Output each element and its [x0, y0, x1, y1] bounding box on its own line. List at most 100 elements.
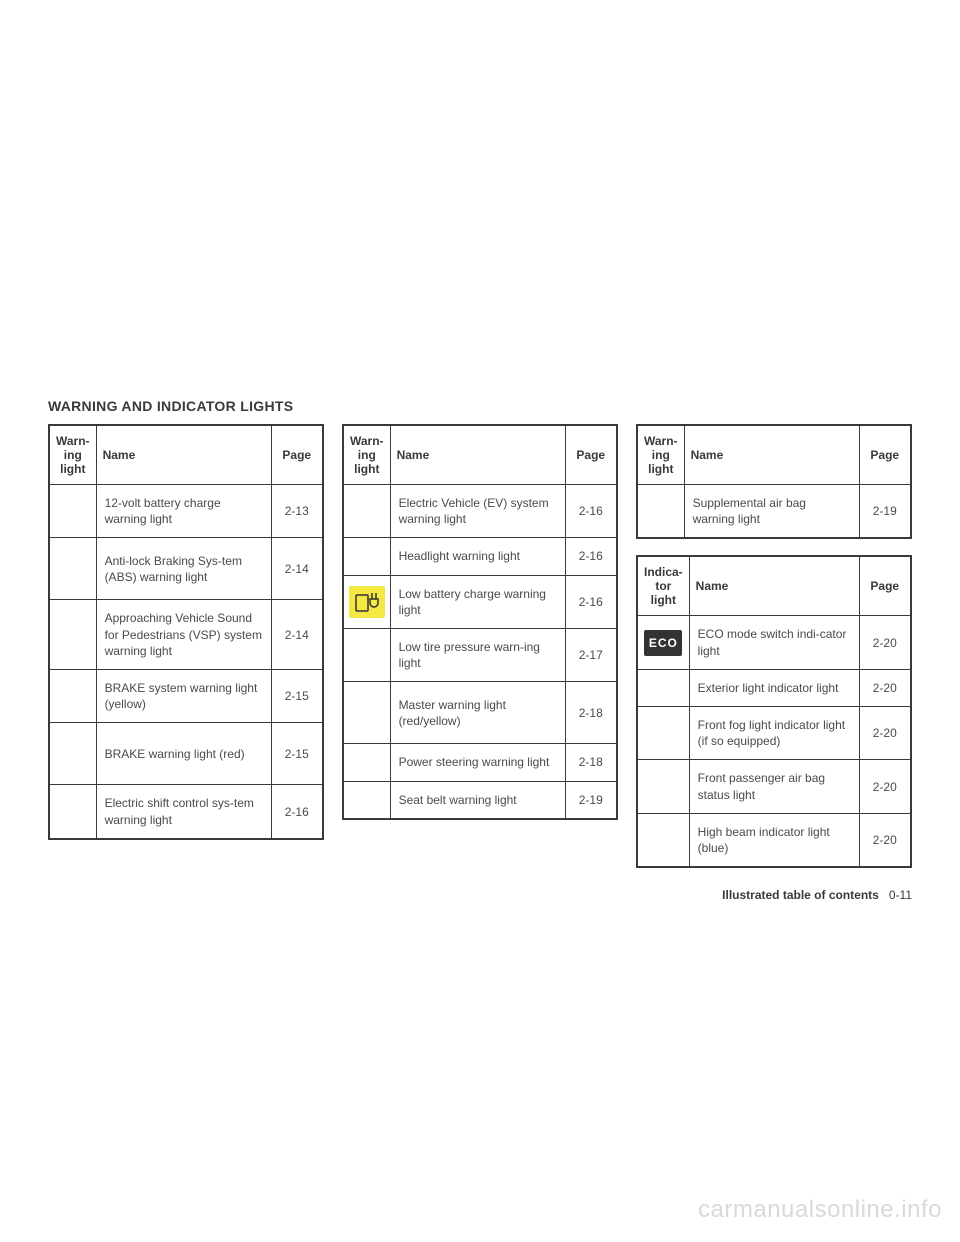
name-cell: Headlight warning light — [390, 538, 565, 575]
table-column-1: Warn- ing light Name Page 12-volt batter… — [48, 424, 324, 840]
page-cell: 2-17 — [565, 628, 617, 681]
header-page: Page — [271, 425, 323, 485]
icon-cell — [49, 669, 96, 722]
icon-cell — [49, 785, 96, 839]
page-cell: 2-18 — [565, 682, 617, 744]
table-header-row: Indica- tor light Name Page — [637, 556, 911, 616]
page-cell: 2-20 — [859, 813, 911, 867]
header-name: Name — [96, 425, 271, 485]
icon-cell — [637, 485, 684, 539]
page-cell: 2-20 — [859, 616, 911, 669]
name-cell: BRAKE warning light (red) — [96, 723, 271, 785]
table-row: Front passenger air bag status light 2-2… — [637, 760, 911, 813]
name-cell: Front passenger air bag status light — [689, 760, 859, 813]
table-row: Anti-lock Braking Sys-tem (ABS) warning … — [49, 538, 323, 600]
page-cell: 2-16 — [565, 538, 617, 575]
name-cell: Front fog light indicator light (if so e… — [689, 706, 859, 759]
indicator-table-4: Indica- tor light Name Page ECO ECO mode… — [636, 555, 912, 868]
icon-cell — [637, 813, 689, 867]
name-cell: 12-volt battery charge warning light — [96, 485, 271, 538]
page-cell: 2-18 — [565, 744, 617, 781]
table-row: 12-volt battery charge warning light 2-1… — [49, 485, 323, 538]
icon-cell: ECO — [637, 616, 689, 669]
table-header-row: Warn- ing light Name Page — [637, 425, 911, 485]
table-row: Seat belt warning light 2-19 — [343, 781, 617, 819]
table-row: Front fog light indicator light (if so e… — [637, 706, 911, 759]
icon-cell — [343, 628, 390, 681]
name-cell: Electric shift control sys-tem warning l… — [96, 785, 271, 839]
page-cell: 2-20 — [859, 760, 911, 813]
header-page: Page — [565, 425, 617, 485]
name-cell: Master warning light (red/yellow) — [390, 682, 565, 744]
header-light: Indica- tor light — [637, 556, 689, 616]
name-cell: ECO mode switch indi-cator light — [689, 616, 859, 669]
icon-cell — [343, 781, 390, 819]
table-row: Low battery charge warning light 2-16 — [343, 575, 617, 628]
warning-table-3: Warn- ing light Name Page Supplemental a… — [636, 424, 912, 539]
page-cell: 2-15 — [271, 723, 323, 785]
name-cell: Supplemental air bag warning light — [684, 485, 859, 539]
manual-page: WARNING AND INDICATOR LIGHTS Warn- ing l… — [0, 0, 960, 868]
header-name: Name — [390, 425, 565, 485]
icon-cell — [343, 538, 390, 575]
page-cell: 2-13 — [271, 485, 323, 538]
icon-cell — [49, 538, 96, 600]
header-page: Page — [859, 556, 911, 616]
table-row: BRAKE warning light (red) 2-15 — [49, 723, 323, 785]
name-cell: High beam indicator light (blue) — [689, 813, 859, 867]
table-row: ECO ECO mode switch indi-cator light 2-2… — [637, 616, 911, 669]
table-header-row: Warn- ing light Name Page — [49, 425, 323, 485]
name-cell: Low tire pressure warn-ing light — [390, 628, 565, 681]
header-name: Name — [684, 425, 859, 485]
icon-cell — [637, 760, 689, 813]
section-title: WARNING AND INDICATOR LIGHTS — [48, 398, 912, 414]
table-row: Low tire pressure warn-ing light 2-17 — [343, 628, 617, 681]
warning-table-1: Warn- ing light Name Page 12-volt batter… — [48, 424, 324, 840]
table-row: Exterior light indicator light 2-20 — [637, 669, 911, 706]
table-row: Electric Vehicle (EV) system warning lig… — [343, 485, 617, 538]
name-cell: Power steering warning light — [390, 744, 565, 781]
page-footer: Illustrated table of contents 0-11 — [722, 888, 912, 902]
name-cell: Electric Vehicle (EV) system warning lig… — [390, 485, 565, 538]
table-row: Supplemental air bag warning light 2-19 — [637, 485, 911, 539]
header-light: Warn- ing light — [49, 425, 96, 485]
icon-cell — [49, 600, 96, 670]
warning-table-2: Warn- ing light Name Page Electric Vehic… — [342, 424, 618, 820]
footer-page: 0-11 — [889, 888, 912, 902]
tables-container: Warn- ing light Name Page 12-volt batter… — [48, 424, 912, 868]
name-cell: BRAKE system warning light (yellow) — [96, 669, 271, 722]
icon-cell — [49, 723, 96, 785]
footer-label: Illustrated table of contents — [722, 888, 879, 902]
eco-icon: ECO — [644, 630, 682, 656]
header-page: Page — [859, 425, 911, 485]
page-cell: 2-16 — [565, 485, 617, 538]
page-cell: 2-20 — [859, 669, 911, 706]
table-row: BRAKE system warning light (yellow) 2-15 — [49, 669, 323, 722]
page-cell: 2-16 — [271, 785, 323, 839]
table-header-row: Warn- ing light Name Page — [343, 425, 617, 485]
name-cell: Low battery charge warning light — [390, 575, 565, 628]
name-cell: Seat belt warning light — [390, 781, 565, 819]
header-light: Warn- ing light — [343, 425, 390, 485]
icon-cell — [343, 682, 390, 744]
name-cell: Anti-lock Braking Sys-tem (ABS) warning … — [96, 538, 271, 600]
icon-cell — [343, 744, 390, 781]
table-column-3: Warn- ing light Name Page Supplemental a… — [636, 424, 912, 868]
table-row: High beam indicator light (blue) 2-20 — [637, 813, 911, 867]
icon-cell — [343, 575, 390, 628]
table-row: Headlight warning light 2-16 — [343, 538, 617, 575]
table-row: Approaching Vehicle Sound for Pedestrian… — [49, 600, 323, 670]
page-cell: 2-14 — [271, 600, 323, 670]
page-cell: 2-15 — [271, 669, 323, 722]
page-cell: 2-16 — [565, 575, 617, 628]
page-cell: 2-20 — [859, 706, 911, 759]
icon-cell — [637, 706, 689, 759]
table-row: Electric shift control sys-tem warning l… — [49, 785, 323, 839]
page-cell: 2-14 — [271, 538, 323, 600]
table-column-2: Warn- ing light Name Page Electric Vehic… — [342, 424, 618, 820]
header-light: Warn- ing light — [637, 425, 684, 485]
table-row: Power steering warning light 2-18 — [343, 744, 617, 781]
page-cell: 2-19 — [565, 781, 617, 819]
icon-cell — [49, 485, 96, 538]
icon-cell — [343, 485, 390, 538]
